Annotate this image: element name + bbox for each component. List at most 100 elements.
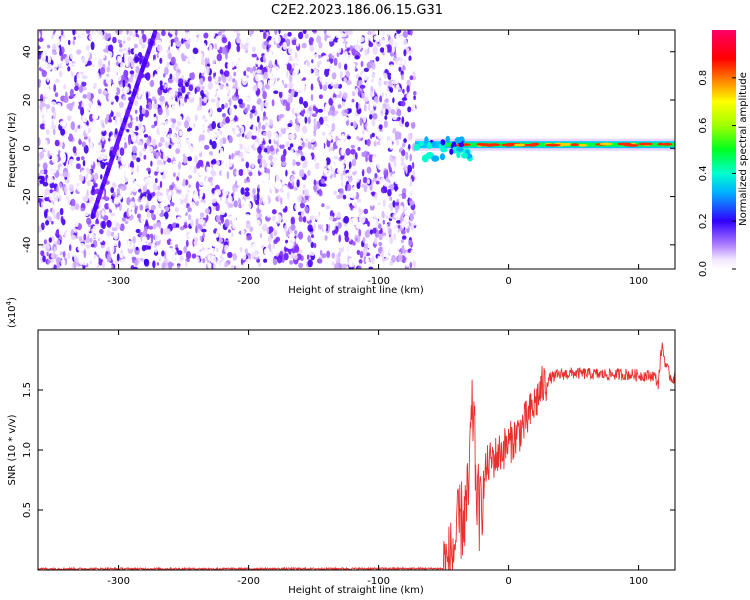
spectrogram-noise-cell: [129, 70, 135, 75]
spectrogram-noise-cell: [146, 91, 149, 101]
spectrogram-gap-cell: [363, 130, 369, 140]
spectrogram-gap-cell: [404, 252, 410, 258]
spectrogram-noise-cell: [288, 74, 293, 83]
spectrogram-noise-cell: [255, 199, 260, 205]
spectrogram-noise-cell: [220, 122, 224, 128]
spectrogram-noise-cell: [195, 218, 199, 226]
spectrogram-noise-cell: [156, 262, 160, 266]
spectrogram-gap-cell: [121, 178, 129, 183]
spectrogram-gap-cell: [95, 144, 102, 153]
spectrogram-noise-cell: [210, 160, 217, 165]
spectrogram-noise-cell: [158, 142, 163, 148]
spectrogram-noise-cell: [62, 171, 69, 178]
spectrogram-noise-cell: [345, 71, 351, 78]
spectrogram-noise-cell: [216, 107, 222, 113]
spectrogram-gap-cell: [328, 37, 334, 42]
spectrogram-gap-cell: [343, 202, 349, 210]
spectrogram-noise-cell: [143, 134, 149, 138]
spectrogram-noise-cell: [141, 244, 147, 252]
spectrogram-noise-cell: [171, 76, 176, 81]
spectrogram-gap-cell: [234, 259, 239, 267]
colorbar-axes: 0.0 0.2 0.4 0.6 0.8: [698, 70, 736, 277]
spectrogram-noise-cell: [69, 88, 74, 97]
spectrogram-noise-cell: [122, 96, 127, 101]
spectrogram-noise-cell: [284, 224, 288, 234]
spectrogram-noise-cell: [354, 203, 357, 210]
spectrogram-noise-cell: [58, 194, 62, 202]
spectrogram-noise-cell: [194, 114, 198, 122]
snr-panel: -300 -200 -100 0 100 0.5 1.0 1.5 Height of stra…: [5, 297, 676, 596]
spectrogram-noise-cell: [194, 87, 197, 95]
spectrogram-noise-cell: [119, 147, 125, 157]
spectrogram-noise-cell: [301, 42, 307, 49]
spectrogram-noise-cell: [370, 91, 374, 98]
spectrogram-gap-cell: [302, 133, 309, 139]
spectrogram-gap-cell: [105, 262, 112, 269]
spectrogram-noise-cell: [364, 243, 369, 250]
spectrogram-noise-cell: [310, 241, 314, 249]
signal-peak-cell: [545, 143, 561, 147]
spectrogram-noise-cell: [164, 206, 170, 212]
spectrogram-noise-cell: [89, 237, 93, 243]
spectrogram-noise-cell: [183, 246, 188, 254]
spectrogram-noise-cell: [290, 223, 296, 231]
spectrogram-gap-cell: [199, 125, 205, 133]
spectrogram-noise-cell: [45, 104, 51, 109]
spectrogram-gap-cell: [391, 173, 396, 179]
spectrogram-noise-cell: [262, 161, 268, 168]
spectrogram-gap-cell: [67, 163, 72, 173]
spectrogram-gap-cell: [60, 200, 64, 207]
spectrogram-noise-cell: [307, 235, 311, 243]
spectrogram-noise-cell: [239, 151, 244, 158]
spectrogram-gap-cell: [199, 140, 207, 146]
spectrogram-noise-cell: [362, 236, 366, 243]
spectrogram-noise-cell: [258, 121, 261, 130]
spectrogram-gap-cell: [214, 84, 221, 90]
spectrogram-noise-cell: [73, 128, 78, 133]
spectrogram-gap-cell: [327, 115, 334, 122]
snr-ytick-label: 0.5: [22, 502, 33, 518]
spectrogram-noise-cell: [141, 43, 146, 49]
spectrogram-gap-cell: [199, 52, 203, 60]
spectrogram-gap-cell: [95, 129, 102, 136]
spectrogram-gap-cell: [267, 79, 273, 86]
spectrogram-gap-cell: [309, 129, 313, 139]
spectrogram-gap-cell: [265, 241, 269, 247]
spectrogram-gap-cell: [282, 179, 285, 185]
spectrogram-gap-cell: [228, 232, 232, 238]
spectrogram-noise-cell: [39, 99, 44, 104]
spectrogram-gap-cell: [154, 233, 161, 242]
spectrogram-noise-cell: [316, 61, 321, 68]
spectrogram-noise-cell: [344, 30, 350, 36]
spectrogram-ytick-label: 0: [22, 145, 33, 151]
spectrogram-gap-cell: [56, 102, 62, 110]
spectrogram-noise-cell: [313, 179, 317, 186]
spectrogram-noise-cell: [348, 266, 354, 269]
spectrogram-noise-cell: [38, 45, 41, 50]
spectrogram-noise-cell: [139, 55, 142, 65]
spectrogram-gap-cell: [207, 262, 212, 269]
spectrogram-noise-cell: [402, 88, 405, 95]
spectrogram-gap-cell: [57, 85, 62, 92]
spectrogram-noise-cell: [87, 179, 91, 187]
spectrogram-gap-cell: [251, 129, 258, 136]
spectrogram-gap-cell: [185, 71, 189, 81]
spectrogram-noise-cell: [268, 60, 273, 69]
spectrogram-noise-cell: [334, 262, 340, 269]
spectrogram-noise-cell: [382, 103, 387, 110]
spectrogram-gap-cell: [229, 88, 236, 93]
spectrogram-noise-cell: [164, 83, 169, 88]
spectrogram-gap-cell: [359, 202, 367, 210]
spectrogram-gap-cell: [260, 31, 264, 40]
spectrogram-noise-cell: [299, 96, 304, 105]
spectrogram-gap-cell: [176, 115, 183, 122]
spectrogram-gap-cell: [328, 181, 333, 187]
spectrogram-gap-cell: [258, 204, 265, 211]
spectrogram-gap-cell: [111, 206, 117, 214]
spectrogram-noise-cell: [364, 48, 368, 56]
spectrogram-gap-cell: [382, 108, 386, 114]
spectrogram-noise-cell: [56, 185, 59, 194]
spectrogram-noise-cell: [326, 250, 331, 258]
spectrogram-noise-cell: [196, 162, 201, 169]
spectrogram-noise-cell: [371, 132, 375, 138]
